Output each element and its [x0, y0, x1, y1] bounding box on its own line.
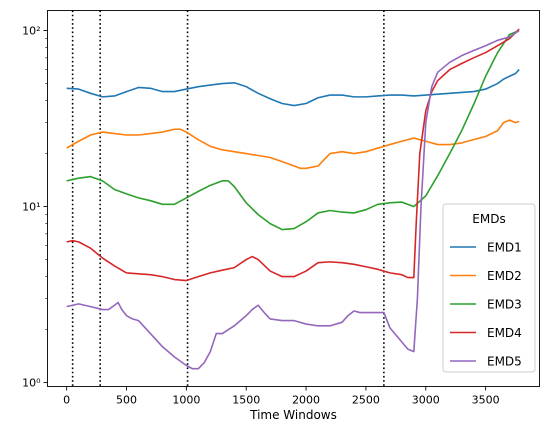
- x-tick-label: 500: [116, 394, 137, 407]
- y-tick-label: 10¹: [22, 201, 40, 214]
- x-axis-label: Time Windows: [249, 408, 337, 422]
- plot-frame: [47, 10, 540, 387]
- series-lines: [66, 28, 520, 370]
- x-tick-label: 3000: [412, 394, 440, 407]
- x-tick-label: 0: [63, 394, 70, 407]
- legend-entry-label: EMD1: [487, 241, 522, 255]
- legend-title: EMDs: [472, 212, 505, 226]
- y-tick-label: 10⁰: [22, 377, 41, 390]
- legend-entry-label: EMD3: [487, 298, 522, 312]
- x-tick-label: 2500: [352, 394, 380, 407]
- y-axis-ticks: 10⁰ 10¹ 10²: [22, 25, 48, 390]
- series-line-emd4: [66, 28, 520, 282]
- series-line-emd3: [66, 29, 520, 231]
- legend-entry-label: EMD5: [487, 355, 522, 369]
- legend: EMDs EMD1 EMD2 EMD3 EMD4 EMD5: [442, 203, 536, 373]
- legend-entry-label: EMD4: [487, 326, 522, 340]
- legend-box: [442, 203, 536, 373]
- series-line-emd5: [66, 29, 520, 370]
- x-tick-label: 1000: [172, 394, 200, 407]
- x-axis-ticks: 0 500 1000 1500 2000 2500 3000 3500: [63, 386, 500, 407]
- series-line-emd2: [66, 119, 520, 170]
- y-tick-label: 10²: [22, 25, 40, 38]
- x-tick-label: 1500: [232, 394, 260, 407]
- legend-entry-label: EMD2: [487, 269, 522, 283]
- x-tick-label: 2000: [292, 394, 320, 407]
- x-tick-label: 3500: [472, 394, 500, 407]
- series-line-emd1: [66, 69, 520, 107]
